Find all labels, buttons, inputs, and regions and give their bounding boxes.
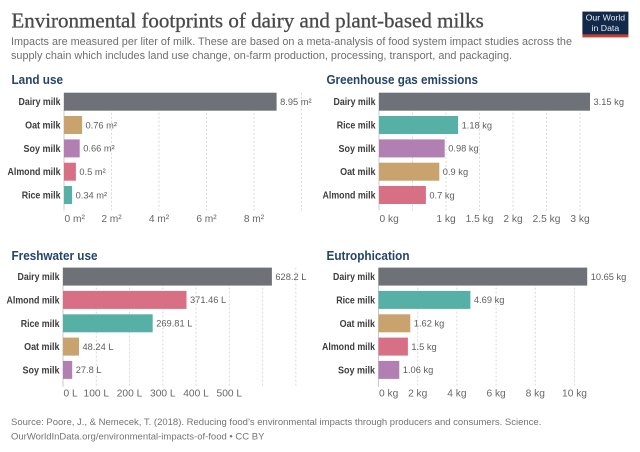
- svg-text:Environmental footprints of da: Environmental footprints of dairy and pl…: [11, 9, 483, 33]
- svg-text:8.95 m²: 8.95 m²: [280, 97, 312, 107]
- svg-text:Greenhouse gas emissions: Greenhouse gas emissions: [327, 72, 479, 87]
- svg-text:3 kg: 3 kg: [570, 214, 590, 225]
- svg-text:1.06 kg: 1.06 kg: [403, 365, 434, 375]
- svg-text:0.34 m²: 0.34 m²: [76, 190, 108, 200]
- svg-text:Our World: Our World: [586, 13, 626, 23]
- svg-text:0 L: 0 L: [64, 389, 78, 400]
- svg-text:2.5 kg: 2.5 kg: [533, 214, 561, 225]
- svg-text:Land use: Land use: [12, 72, 64, 87]
- svg-text:Soy milk: Soy milk: [338, 365, 375, 376]
- svg-text:10 kg: 10 kg: [562, 389, 587, 400]
- svg-text:0.7 kg: 0.7 kg: [429, 190, 454, 200]
- svg-text:1.18 kg: 1.18 kg: [462, 120, 493, 130]
- svg-text:100 L: 100 L: [84, 389, 110, 400]
- svg-text:269.81 L: 269.81 L: [156, 319, 192, 329]
- svg-text:0 m²: 0 m²: [65, 214, 86, 225]
- svg-text:27.8 L: 27.8 L: [76, 365, 102, 375]
- svg-text:1.5 kg: 1.5 kg: [466, 214, 494, 225]
- svg-text:Almond milk: Almond milk: [7, 295, 60, 306]
- svg-text:6 m²: 6 m²: [196, 214, 217, 225]
- svg-text:200 L: 200 L: [117, 389, 143, 400]
- svg-text:Oat milk: Oat milk: [25, 121, 61, 132]
- svg-text:2 kg: 2 kg: [503, 214, 523, 225]
- svg-text:Soy milk: Soy milk: [339, 144, 376, 155]
- svg-text:Almond milk: Almond milk: [323, 191, 376, 202]
- svg-text:10.65 kg: 10.65 kg: [591, 272, 627, 282]
- svg-text:4 m²: 4 m²: [149, 214, 170, 225]
- svg-text:0.9 kg: 0.9 kg: [443, 167, 468, 177]
- svg-text:8 m²: 8 m²: [244, 214, 265, 225]
- svg-text:500 L: 500 L: [217, 389, 243, 400]
- svg-text:Soy milk: Soy milk: [23, 365, 60, 376]
- svg-text:Dairy milk: Dairy milk: [333, 272, 375, 283]
- svg-text:2 m²: 2 m²: [101, 214, 122, 225]
- svg-text:0.76 m²: 0.76 m²: [86, 120, 118, 130]
- svg-text:0 kg: 0 kg: [379, 389, 399, 400]
- svg-text:48.24 L: 48.24 L: [83, 342, 114, 352]
- svg-text:4 kg: 4 kg: [447, 389, 467, 400]
- svg-text:1 kg: 1 kg: [436, 214, 456, 225]
- svg-text:4.69 kg: 4.69 kg: [474, 295, 505, 305]
- svg-text:Dairy milk: Dairy milk: [334, 97, 376, 108]
- svg-text:Rice milk: Rice milk: [22, 191, 61, 202]
- svg-text:3.15 kg: 3.15 kg: [594, 97, 625, 107]
- svg-text:628.2 L: 628.2 L: [275, 272, 306, 282]
- svg-text:1.62 kg: 1.62 kg: [414, 319, 445, 329]
- svg-text:supply chain which includes la: supply chain which includes land use cha…: [11, 50, 512, 62]
- svg-text:Oat milk: Oat milk: [340, 319, 376, 330]
- svg-text:300 L: 300 L: [150, 389, 176, 400]
- svg-text:0 kg: 0 kg: [380, 214, 400, 225]
- svg-text:OurWorldInData.org/environment: OurWorldInData.org/environmental-impacts…: [11, 432, 265, 443]
- svg-text:Oat milk: Oat milk: [340, 167, 376, 178]
- svg-text:in Data: in Data: [592, 23, 620, 33]
- svg-text:Source: Poore, J., & Nemecek,: Source: Poore, J., & Nemecek, T. (2018).…: [11, 417, 541, 428]
- svg-text:Rice milk: Rice milk: [21, 319, 60, 330]
- svg-text:0.5 m²: 0.5 m²: [79, 167, 105, 177]
- svg-text:1.5 kg: 1.5 kg: [411, 342, 436, 352]
- svg-text:2 kg: 2 kg: [408, 389, 428, 400]
- svg-text:Rice milk: Rice milk: [336, 295, 375, 306]
- svg-text:400 L: 400 L: [183, 389, 209, 400]
- svg-text:8 kg: 8 kg: [526, 389, 546, 400]
- svg-text:Freshwater use: Freshwater use: [12, 248, 98, 263]
- svg-text:Eutrophication: Eutrophication: [327, 248, 410, 263]
- svg-text:371.46 L: 371.46 L: [190, 295, 226, 305]
- svg-text:Dairy milk: Dairy milk: [19, 97, 61, 108]
- svg-text:0.66 m²: 0.66 m²: [83, 144, 115, 154]
- svg-text:0.98 kg: 0.98 kg: [448, 144, 479, 154]
- svg-text:Almond milk: Almond milk: [8, 167, 61, 178]
- svg-text:Oat milk: Oat milk: [24, 342, 60, 353]
- svg-text:Rice milk: Rice milk: [337, 121, 376, 132]
- svg-text:Dairy milk: Dairy milk: [18, 272, 60, 283]
- svg-text:6 kg: 6 kg: [486, 389, 506, 400]
- svg-text:Impacts are measured per liter: Impacts are measured per liter of milk. …: [11, 36, 572, 48]
- svg-text:Soy milk: Soy milk: [24, 144, 61, 155]
- svg-text:Almond milk: Almond milk: [322, 342, 375, 353]
